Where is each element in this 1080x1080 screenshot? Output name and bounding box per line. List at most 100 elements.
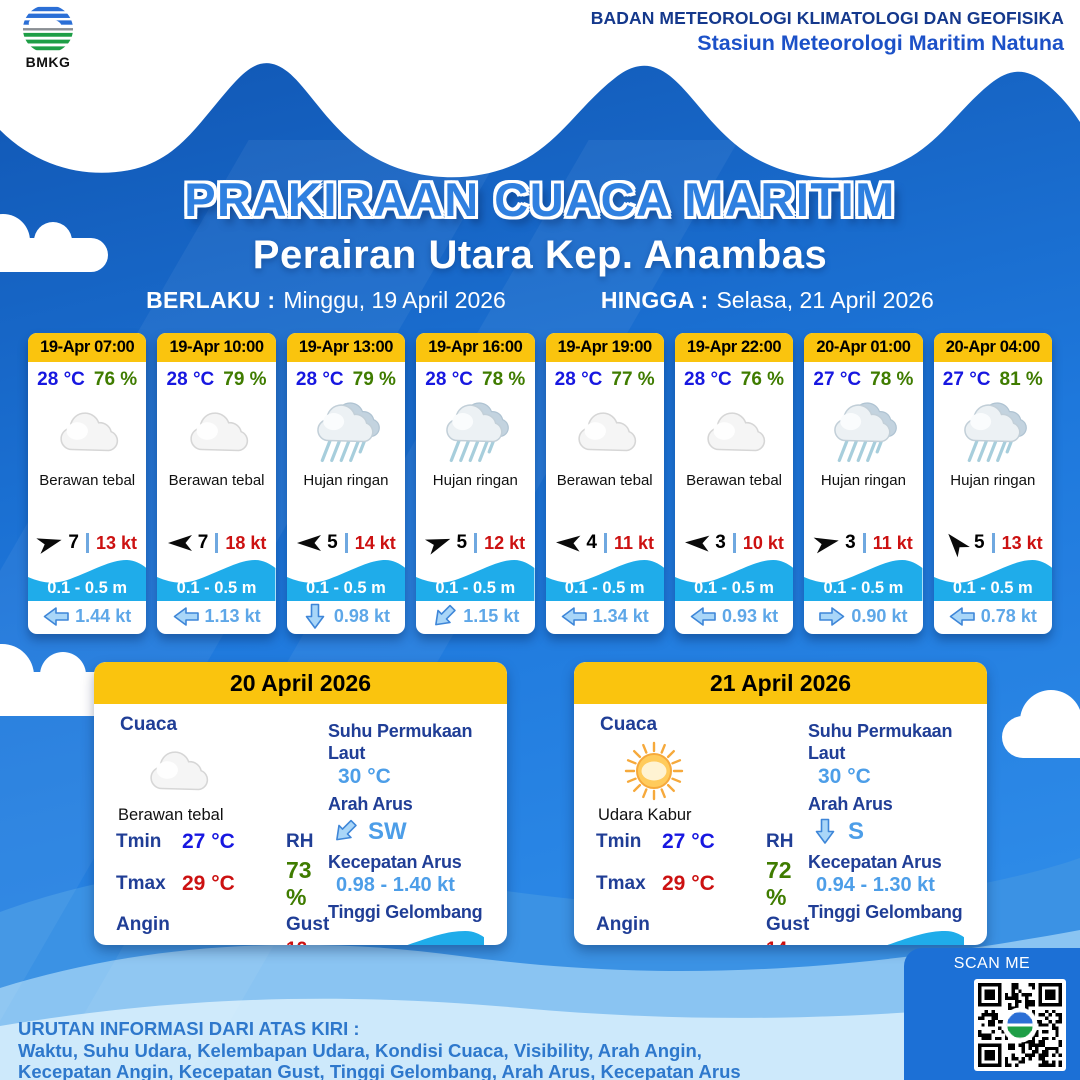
weather-condition: Hujan ringan (950, 472, 1036, 489)
temps-row: 27 °C 78 % (804, 368, 922, 392)
daily-forecast-card: 21 April 2026 Cuaca Udara Kabur Tmin 27 … (574, 662, 987, 945)
area-title: Perairan Utara Kep. Anambas (252, 233, 828, 277)
forecast-card: 19-Apr 19:00 28 °C 77 % Berawan tebal 4 … (545, 333, 664, 634)
current-speed: 0.78 kt (980, 605, 1037, 626)
current-direction-icon (332, 820, 358, 842)
wind-direction-icon (813, 533, 840, 554)
wind-speed: 4 (586, 532, 597, 553)
divider (732, 533, 736, 553)
current-direction-value: S (848, 817, 865, 845)
air-temperature: 28 °C (554, 369, 603, 390)
weather-condition: Udara Kabur (598, 806, 692, 824)
wind-direction-icon (684, 533, 710, 553)
wave-height: 0.1 - 0.5 m (176, 579, 257, 597)
daily-forecast-card: 20 April 2026 Cuaca Berawan tebal Tmin 2… (94, 662, 507, 945)
gust-speed: 11 kt (872, 532, 913, 553)
air-temperature: 28 °C (37, 369, 85, 390)
rain-icon (934, 392, 1052, 472)
wind-speed: 5 (974, 532, 985, 553)
temps-row: 28 °C 79 % (287, 368, 405, 392)
forecast-time: 19-Apr 22:00 (674, 333, 794, 362)
weather-condition: Berawan tebal (118, 806, 224, 824)
forecast-card: 20-Apr 01:00 27 °C 78 % Hujan ringan 3 1… (804, 333, 923, 634)
current-dir-label: Arah Arus (328, 794, 413, 815)
gust-speed: 13 kt (95, 532, 137, 553)
wave-height-band: 0.1 - 0.5 m (545, 557, 664, 601)
wave-height: 0.1 - 0.5 m (823, 579, 904, 597)
tmin-label: Tmin (116, 831, 162, 852)
wind-direction-icon (167, 533, 193, 553)
tmax-label: Tmax (116, 873, 166, 894)
current-row: 1.13 kt (157, 601, 275, 634)
forecast-card: 19-Apr 16:00 28 °C 78 % Hujan ringan 5 1… (416, 333, 535, 634)
valid-from-label: BERLAKU : (146, 287, 276, 313)
current-row: 1.34 kt (546, 601, 664, 634)
rh-label: RH (286, 831, 314, 852)
humidity: 76 % (93, 369, 138, 390)
forecast-time: 20-Apr 04:00 (933, 333, 1052, 362)
valid-from-value: Minggu, 19 April 2026 (283, 287, 506, 313)
gust-speed: 12 kt (484, 532, 526, 553)
forecast-card: 19-Apr 22:00 28 °C 76 % Berawan tebal 3 … (674, 333, 794, 634)
forecast-time: 19-Apr 07:00 (28, 333, 147, 362)
gust-speed: 11 kt (613, 532, 654, 553)
humidity: 76 % (740, 369, 785, 390)
current-dir-label: Arah Arus (808, 794, 893, 815)
humidity: 81 % (999, 369, 1043, 390)
sst-value: 30 °C (818, 765, 871, 789)
air-temperature: 28 °C (425, 369, 474, 390)
wave-height: 0.1 - 0.5 m (306, 579, 386, 597)
tmin-value: 27 °C (182, 830, 235, 853)
humidity: 79 % (223, 369, 267, 390)
current-direction-icon (43, 606, 69, 627)
divider (344, 533, 348, 553)
bmkg-logo-icon (22, 4, 74, 54)
wind-speed: 3 (845, 532, 856, 553)
wind-direction-icon (36, 533, 63, 554)
forecast-time: 19-Apr 13:00 (286, 333, 406, 362)
wave-height-band: 0.1 - 0.5 m (674, 557, 794, 601)
current-row: 0.98 kt (287, 601, 405, 634)
forecast-card: 19-Apr 10:00 28 °C 79 % Berawan tebal 7 … (157, 333, 276, 634)
wave-height-band: 0.1 - 0.5 m (157, 557, 276, 601)
forecast-time: 20-Apr 01:00 (804, 333, 923, 362)
weather-condition: Hujan ringan (820, 472, 906, 489)
divider (862, 533, 866, 553)
current-row: 0.93 kt (675, 601, 793, 634)
air-temperature: 27 °C (942, 369, 991, 390)
current-direction-icon (431, 604, 457, 627)
weather-condition: Hujan ringan (432, 472, 518, 489)
wind-row: 4 11 kt (546, 529, 664, 557)
cloud-icon (142, 738, 328, 804)
wave-height: 0.1 - 0.5 m (435, 579, 516, 597)
air-temperature: 28 °C (684, 369, 732, 390)
forecast-time: 19-Apr 10:00 (157, 333, 276, 362)
current-direction-icon (302, 603, 328, 629)
info-order-title: URUTAN INFORMASI DARI ATAS KIRI : (18, 1018, 360, 1039)
valid-to: HINGGA : Selasa, 21 April 2026 (601, 287, 934, 314)
angin-label: Angin (116, 914, 170, 935)
agency-header: BADAN METEOROLOGI KLIMATOLOGI DAN GEOFIS… (591, 8, 1064, 57)
rain-icon (287, 392, 405, 472)
poster-title: PRAKIRAAN CUACA MARITIM (184, 173, 896, 226)
divider (85, 533, 89, 553)
cuaca-label: Cuaca (600, 714, 658, 735)
gust-label: Gust (286, 914, 330, 935)
forecast-card: 19-Apr 07:00 28 °C 76 % Berawan tebal 7 … (28, 333, 147, 634)
humidity: 79 % (352, 369, 396, 390)
rh-label: RH (766, 831, 794, 852)
wind-direction-icon (296, 533, 322, 553)
sst-value: 30 °C (338, 765, 391, 789)
wind-speed: 7 (68, 532, 79, 553)
weather-condition: Berawan tebal (556, 472, 653, 489)
wave-height-band: 0.1 - 0.5 m (808, 930, 964, 945)
info-order-line1: Waktu, Suhu Udara, Kelembapan Udara, Kon… (18, 1039, 702, 1061)
wave-height-band: 0.1 - 0.5 m (933, 557, 1052, 601)
temps-row: 28 °C 76 % (28, 368, 146, 392)
divider (215, 533, 219, 553)
wave-height: 0.1 - 0.5 m (952, 579, 1033, 597)
daily-forecast-row: 20 April 2026 Cuaca Berawan tebal Tmin 2… (94, 662, 987, 945)
wind-speed: 5 (327, 532, 338, 553)
temps-row: 28 °C 76 % (675, 368, 793, 392)
